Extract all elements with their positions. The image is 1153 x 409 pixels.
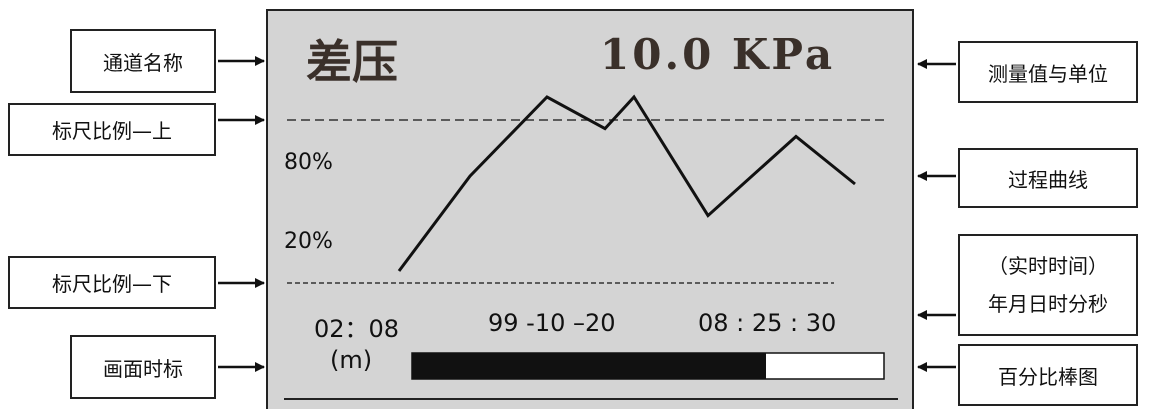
- callout-realtime-line2: 年月日时分秒: [988, 292, 1108, 316]
- callout-process-curve: 过程曲线: [958, 148, 1138, 208]
- process-curve: [397, 94, 856, 272]
- callout-percent-bar: 百分比棒图: [958, 344, 1138, 406]
- callout-scale-lower: 标尺比例—下: [8, 256, 216, 309]
- callout-scale-lower-text: 标尺比例—下: [52, 272, 172, 296]
- callout-scale-upper-text: 标尺比例—上: [52, 119, 172, 143]
- callout-measured-value: 测量值与单位: [958, 41, 1138, 103]
- callout-scale-upper: 标尺比例—上: [8, 103, 216, 156]
- callout-screen-time-scale-text: 画面时标: [103, 356, 183, 381]
- channel-name: 差压: [306, 35, 398, 89]
- time-span: 02：08: [314, 315, 400, 343]
- instrument-screen: [266, 9, 914, 409]
- time-unit: (m): [330, 346, 373, 374]
- callout-percent-bar-text: 百分比棒图: [998, 364, 1098, 389]
- time-readout: 08 : 25 : 30: [698, 309, 837, 337]
- callout-channel-name-text: 通道名称: [103, 50, 183, 75]
- callout-measured-value-text: 测量值与单位: [988, 61, 1108, 86]
- callout-process-curve-text: 过程曲线: [1008, 167, 1088, 192]
- percent-bar-fill: [412, 353, 766, 379]
- callout-realtime: （实时时间） 年月日时分秒: [958, 234, 1138, 336]
- callout-channel-name: 通道名称: [70, 29, 216, 93]
- date-readout: 99 -10 –20: [488, 309, 616, 337]
- measurement-value: 10.0 KPa: [600, 30, 836, 79]
- scale-lower-label: 20%: [284, 229, 333, 254]
- callout-realtime-line1: （实时时间）: [988, 254, 1108, 278]
- callout-screen-time-scale: 画面时标: [70, 335, 216, 399]
- scale-upper-label: 80%: [284, 150, 333, 175]
